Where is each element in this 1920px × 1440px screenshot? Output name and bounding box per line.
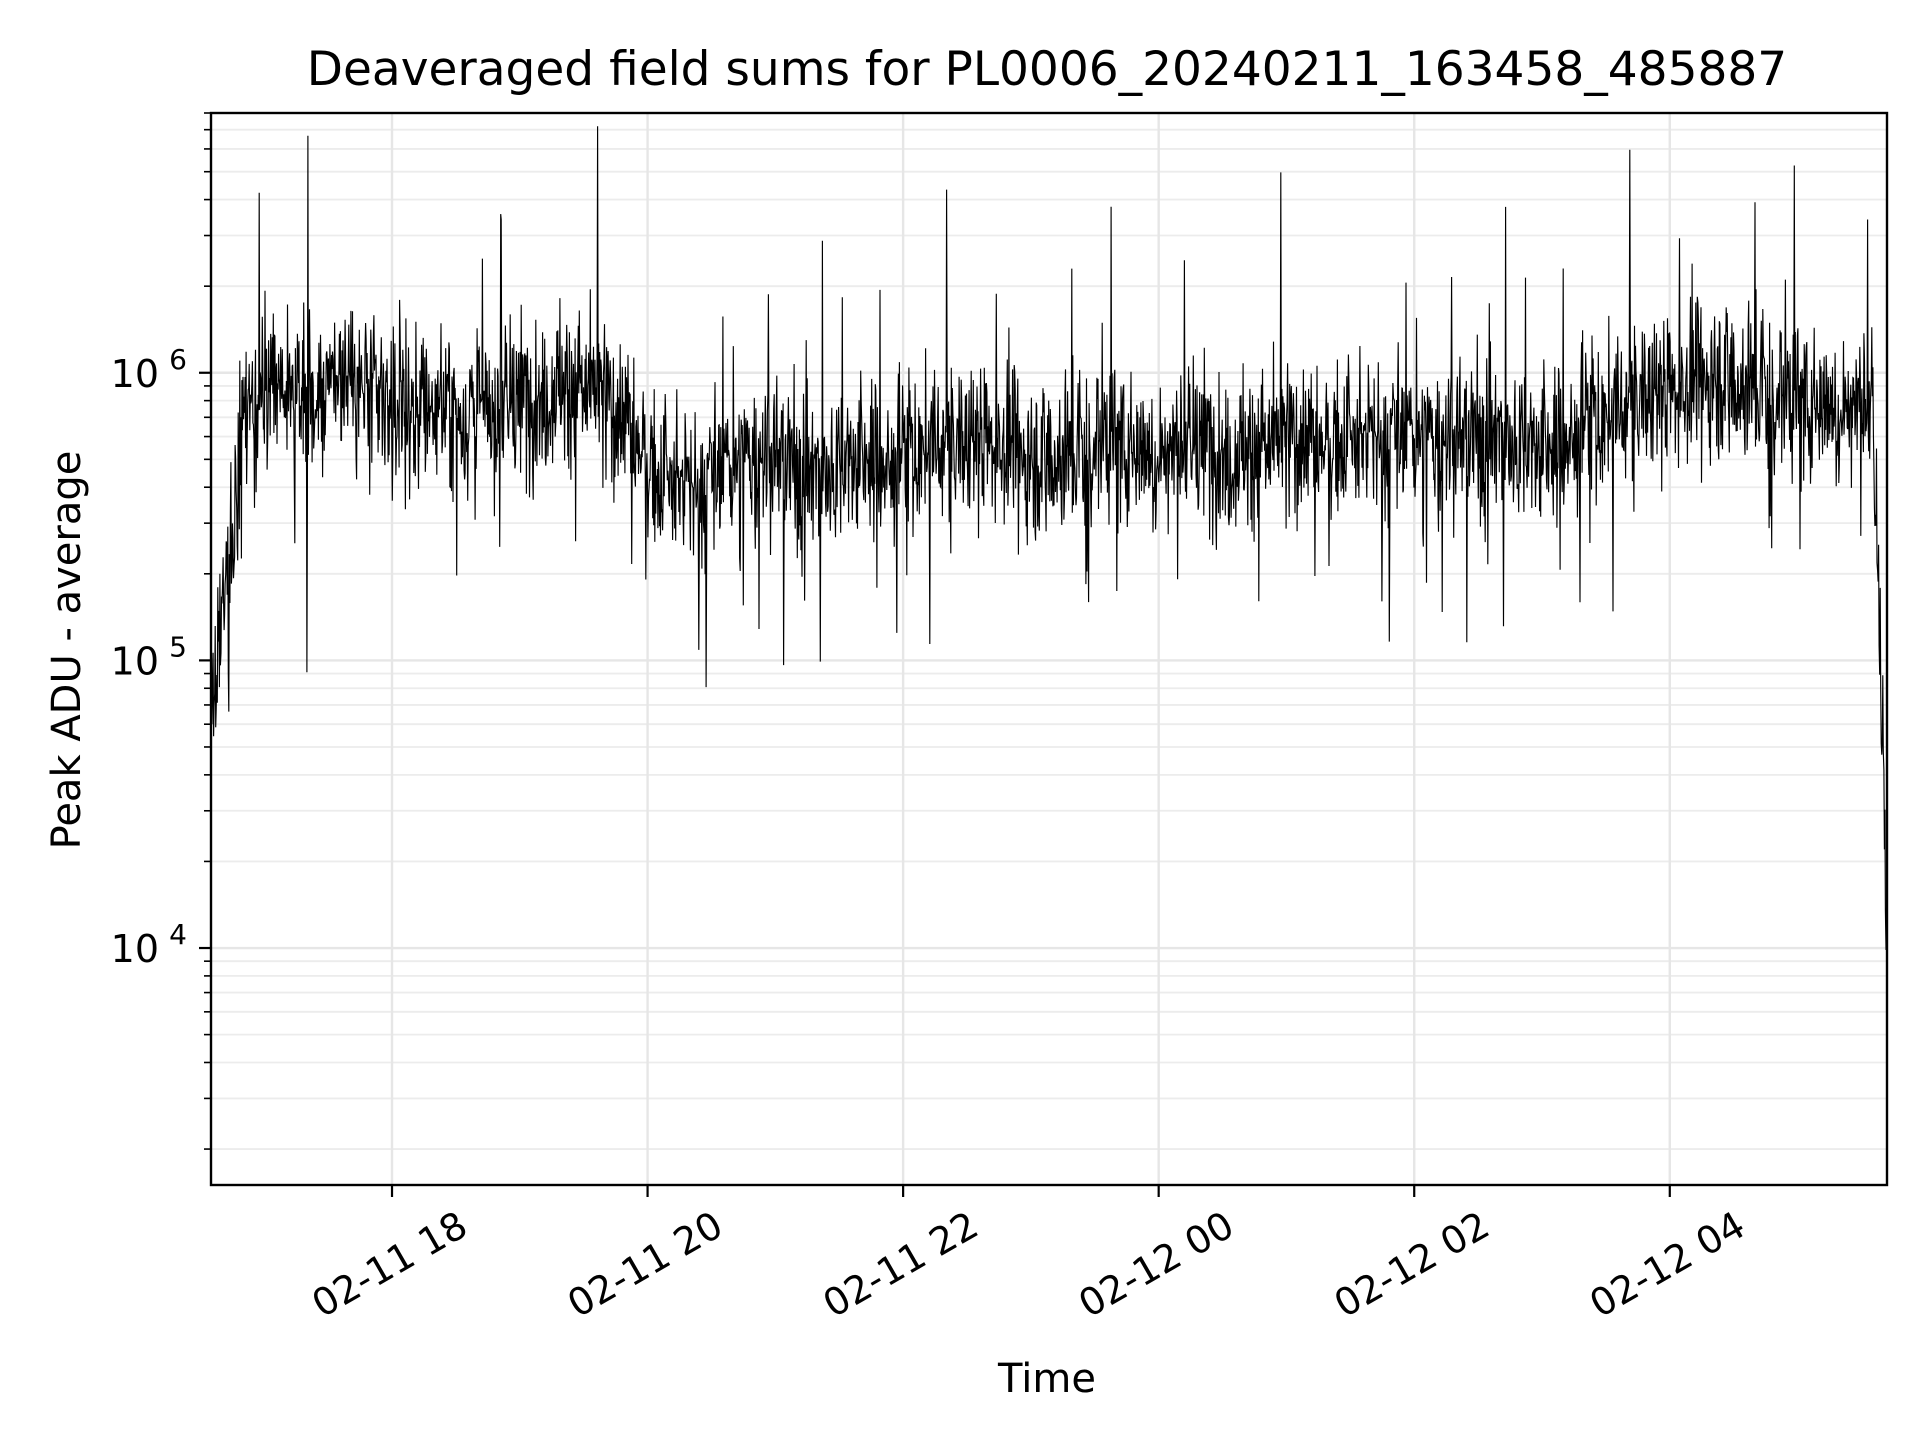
y-axis-label: Peak ADU - average bbox=[44, 451, 90, 850]
y-tick-label: 10 bbox=[111, 639, 159, 683]
y-tick-label: 10 bbox=[111, 352, 159, 396]
y-tick-base: 10 bbox=[111, 352, 159, 396]
y-tick-exponent: 5 bbox=[169, 630, 187, 663]
y-tick-exponent: 6 bbox=[169, 343, 187, 376]
y-tick-base: 10 bbox=[111, 639, 159, 683]
x-axis-label: Time bbox=[997, 1356, 1096, 1402]
y-tick-label: 10 bbox=[111, 927, 159, 971]
y-tick-exponent: 4 bbox=[169, 918, 187, 951]
plot-frame bbox=[209, 111, 1889, 1187]
chart-title: Deaveraged field sums for PL0006_2024021… bbox=[307, 42, 1787, 97]
plot-area bbox=[210, 126, 1888, 1063]
y-tick-base: 10 bbox=[111, 927, 159, 971]
data-series-line bbox=[210, 126, 1888, 1063]
